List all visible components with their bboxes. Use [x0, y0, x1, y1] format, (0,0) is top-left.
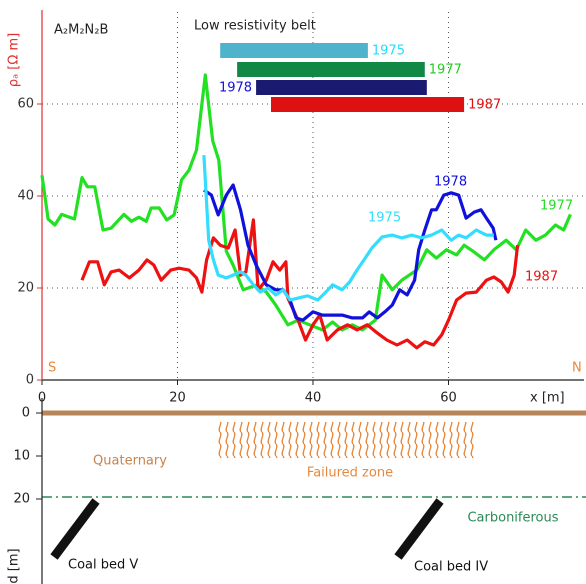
depth-tick-label: 20 [13, 492, 30, 507]
section-label: Quaternary [93, 454, 167, 469]
series-label: 1977 [540, 199, 573, 214]
x-tick-label: 40 [305, 391, 322, 406]
belt-label: 1977 [429, 63, 462, 78]
belt-label: 1975 [372, 44, 405, 59]
belt-label: 1987 [468, 98, 501, 113]
belt-bar [256, 80, 427, 95]
panel-label: A₂M₂N₂B [54, 23, 108, 38]
depth-axis-label: d [m] [7, 548, 22, 583]
series-line [80, 218, 520, 350]
belt-bar [270, 97, 465, 112]
end-label: S [48, 361, 56, 376]
geologic-section: Quaternary Failured zone Carboniferous C… [7, 398, 586, 584]
coal-bed [50, 498, 100, 560]
x-axis-label: x [m] [530, 391, 565, 406]
belt-bar [237, 62, 425, 77]
belt-label: 1978 [219, 81, 252, 96]
belt-bar [220, 43, 368, 58]
series-label: 1987 [525, 270, 558, 285]
end-label: N [572, 361, 582, 376]
y-axis-label: ρₐ [Ω m] [7, 33, 22, 87]
series-line [203, 183, 498, 322]
section-label: Carboniferous [467, 511, 558, 526]
y-tick-label: 60 [17, 97, 34, 112]
y-tick-label: 40 [17, 189, 34, 204]
x-tick-label: 60 [440, 391, 457, 406]
coal-bed [394, 498, 444, 560]
section-label: Failured zone [307, 466, 393, 481]
failured-zone-pattern [218, 422, 476, 458]
depth-tick-label: 0 [22, 406, 30, 421]
depth-tick-label: 10 [13, 449, 30, 464]
series-label: 1975 [368, 211, 401, 226]
section-label: Coal bed IV [414, 560, 488, 575]
y-tick-label: 20 [17, 281, 34, 296]
belt-title: Low resistivity belt [194, 19, 316, 34]
y-tick-label: 0 [26, 373, 34, 388]
series-label: 1978 [434, 175, 467, 190]
resistivity-chart: 02040600204060ρₐ [Ω m]x [m]A₂M₂N₂BSNLow … [7, 10, 584, 406]
x-tick-label: 20 [169, 391, 186, 406]
section-label: Coal bed V [68, 558, 138, 573]
series-line [40, 73, 572, 332]
series-line [202, 155, 494, 302]
